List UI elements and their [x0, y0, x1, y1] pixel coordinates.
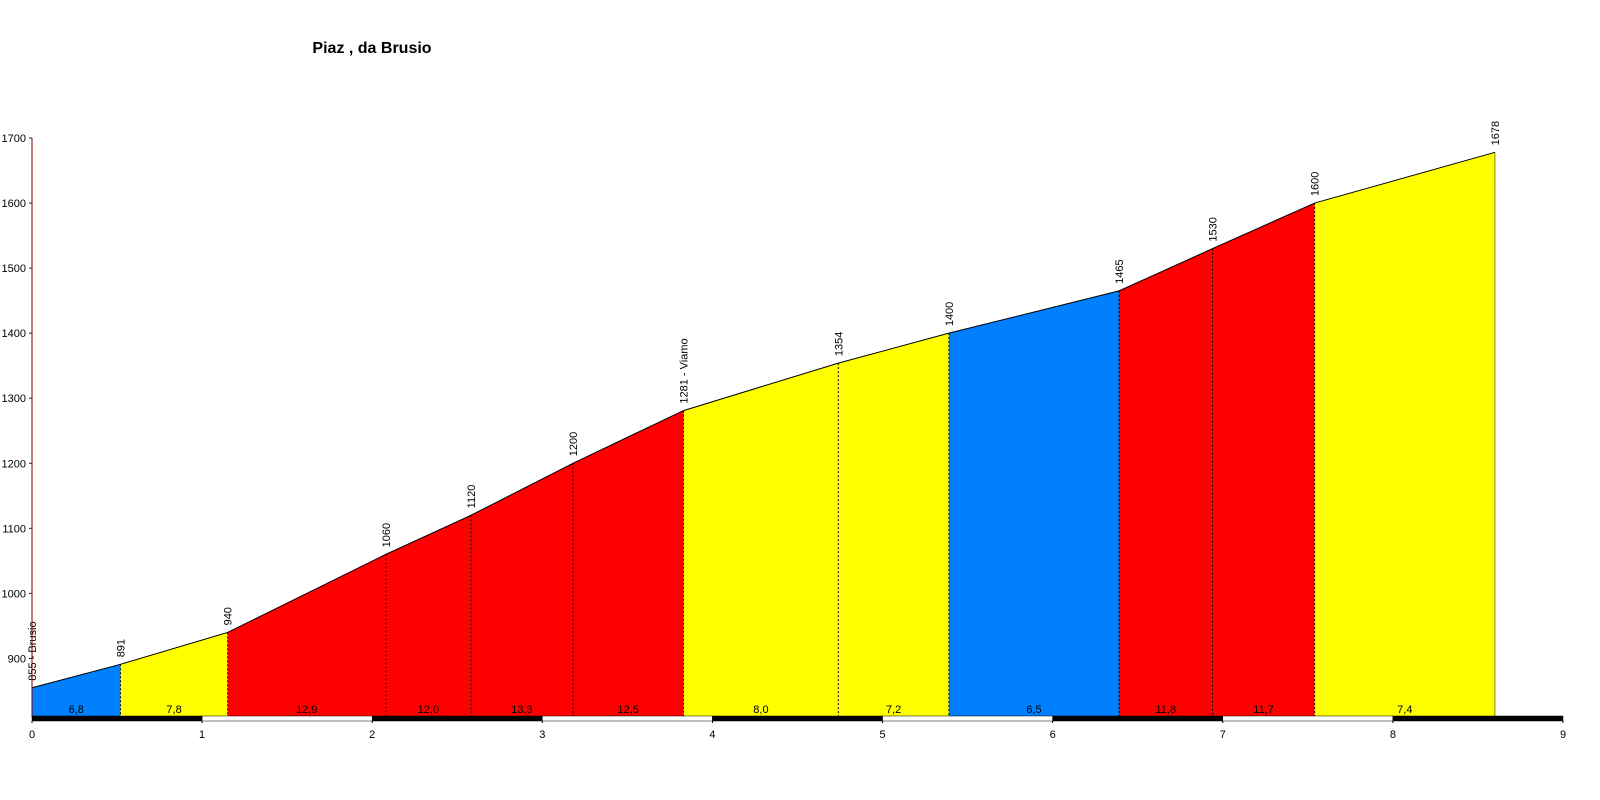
segment-area: [572, 410, 684, 717]
x-tick-label: 2: [369, 729, 375, 741]
km-stripe: [712, 715, 883, 722]
gradient-label: 6,8: [69, 704, 84, 716]
x-tick-label: 6: [1050, 729, 1056, 741]
x-tick-label: 9: [1560, 729, 1566, 741]
segment-area: [470, 463, 573, 717]
elevation-label: 1678: [1490, 121, 1502, 145]
elevation-label: 1060: [381, 523, 393, 547]
elevation-label: 891: [115, 639, 127, 657]
elevation-label: 1600: [1310, 172, 1322, 196]
gradient-label: 12,0: [418, 704, 439, 716]
y-tick-label: 1100: [2, 523, 26, 535]
km-stripe: [31, 715, 203, 722]
x-tick-label: 4: [709, 729, 715, 741]
segment-area: [227, 554, 386, 717]
gradient-label: 11,8: [1155, 704, 1176, 716]
y-tick-label: 1000: [2, 588, 26, 600]
gradient-label: 8,0: [753, 704, 768, 716]
segment-area: [838, 333, 949, 717]
gradient-label: 7,2: [886, 704, 901, 716]
km-stripe: [1222, 715, 1394, 722]
y-tick-label: 1200: [2, 458, 26, 470]
km-stripe: [882, 715, 1053, 722]
elevation-label: 855 - Brusio: [27, 621, 39, 680]
chart-title: Piaz , da Brusio: [312, 40, 431, 57]
y-tick-label: 1300: [2, 393, 26, 405]
segment-area: [683, 363, 839, 717]
segment-area: [1212, 203, 1315, 718]
segment-area: [948, 290, 1120, 717]
y-tick-label: 1500: [2, 263, 26, 275]
gradient-label: 6,5: [1026, 704, 1041, 716]
km-stripe: [1392, 715, 1564, 722]
x-tick-label: 0: [29, 729, 35, 741]
elevation-label: 1400: [944, 302, 956, 326]
elevation-label: 1120: [466, 485, 478, 509]
y-tick-label: 1400: [2, 328, 26, 340]
gradient-label: 13,3: [511, 704, 532, 716]
x-tick-label: 5: [879, 729, 885, 741]
elevation-label: 1200: [568, 432, 580, 456]
y-tick-label: 1600: [2, 198, 26, 210]
gradient-label: 7,4: [1397, 704, 1412, 716]
gradient-label: 11,7: [1253, 704, 1274, 716]
km-stripe: [1052, 715, 1224, 722]
segment-area: [1314, 152, 1495, 717]
segment-area: [1119, 248, 1213, 717]
km-stripe: [201, 715, 373, 722]
gradient-label: 12,9: [296, 704, 317, 716]
km-stripe: [542, 715, 713, 722]
elevation-label: 1465: [1114, 259, 1126, 283]
x-tick-label: 1: [199, 729, 205, 741]
x-tick-label: 8: [1390, 729, 1396, 741]
gradient-label: 7,8: [166, 704, 181, 716]
elevation-label: 940: [223, 607, 235, 625]
elevation-label: 1281 - Viamo: [679, 338, 691, 403]
x-tick-label: 3: [539, 729, 545, 741]
x-tick-label: 7: [1220, 729, 1226, 741]
elevation-label: 1530: [1208, 217, 1220, 241]
km-stripe: [371, 715, 543, 722]
segment-area: [120, 632, 228, 717]
segment-area: [32, 664, 121, 717]
gradient-label: 12,5: [618, 704, 639, 716]
profile-line: [31, 151, 1496, 689]
elevation-label: 1354: [833, 332, 845, 356]
y-tick-label: 1700: [2, 133, 26, 145]
segment-area: [385, 515, 471, 717]
y-tick-label: 900: [8, 653, 26, 665]
